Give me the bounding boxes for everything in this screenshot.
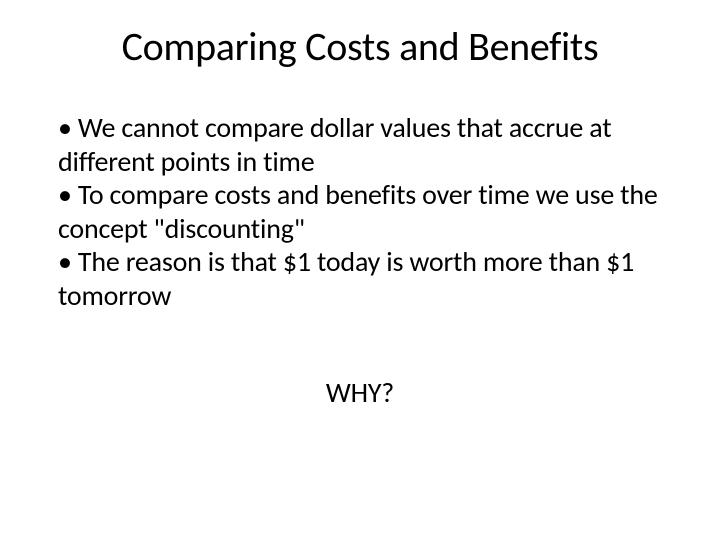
slide-footer: WHY?: [58, 375, 662, 410]
slide-title: Comparing Costs and Benefits: [50, 22, 670, 71]
bullet-point: • The reason is that $1 today is worth m…: [58, 245, 662, 312]
slide-content: • We cannot compare dollar values that a…: [50, 111, 670, 410]
slide-container: Comparing Costs and Benefits • We cannot…: [0, 0, 720, 540]
bullet-point: • To compare costs and benefits over tim…: [58, 178, 662, 245]
bullet-point: • We cannot compare dollar values that a…: [58, 111, 662, 178]
